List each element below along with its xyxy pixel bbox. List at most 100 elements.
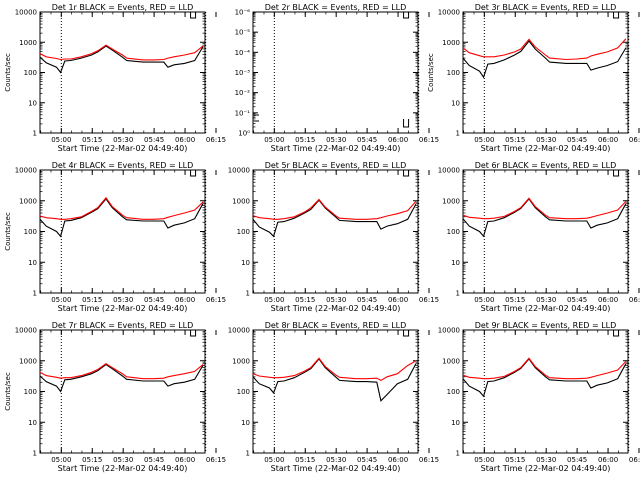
attenuator-state-mark — [613, 12, 620, 19]
attenuator-state-mark — [190, 12, 197, 19]
y-tick-label: 1000 — [19, 357, 37, 365]
y-tick-label: 10000 — [228, 327, 250, 335]
panel-det-3: Det 3r BLACK = Events, RED = LLD 1 10 100 10… — [427, 3, 640, 153]
y-tick-label: 100 — [237, 388, 250, 396]
x-tick-label: 06:00 — [598, 296, 618, 304]
y-tick-label: 1 — [33, 450, 37, 458]
y-tick-label: 100 — [447, 69, 460, 77]
y-tick-label: 1000 — [232, 357, 250, 365]
x-tick-label: 05:45 — [567, 456, 587, 464]
x-tick-label: 06:15 — [629, 136, 640, 144]
x-tick-label: 06:15 — [629, 296, 640, 304]
plot-frame — [252, 169, 419, 294]
y-tick-label: 1000 — [442, 39, 460, 47]
plot-frame — [462, 11, 629, 134]
panel-title: Det 8r BLACK = Events, RED = LLD — [265, 321, 407, 330]
series-line-lld — [462, 197, 627, 220]
x-axis-label: Start Time (22-Mar-02 04:49:40) — [481, 464, 611, 473]
x-tick-label: 05:30 — [536, 136, 556, 144]
panel-det-8: Det 8r BLACK = Events, RED = LLD 1 10 100 10… — [228, 321, 439, 473]
series-line-lld — [39, 196, 204, 220]
y-tick-label: 10 — [451, 259, 460, 267]
series-line-events — [462, 198, 627, 238]
y-tick-label: 100 — [447, 228, 460, 236]
series-line-events — [462, 358, 627, 398]
x-tick-label: 05:45 — [357, 296, 377, 304]
x-tick-label: 06:15 — [419, 296, 439, 304]
y-tick-label: 10 — [241, 419, 250, 427]
x-tick-label: 06:00 — [175, 456, 195, 464]
y-axis-label: Counts/sec — [4, 372, 12, 411]
y-tick-label: 100 — [237, 228, 250, 236]
y-tick-label: 1000 — [442, 197, 460, 205]
x-tick-label: 05:15 — [295, 456, 315, 464]
x-tick-label: 05:00 — [474, 136, 494, 144]
x-tick-label: 05:45 — [144, 456, 164, 464]
x-tick-label: 05:45 — [357, 456, 377, 464]
series-line-events — [252, 199, 417, 238]
x-tick-label: 05:45 — [567, 136, 587, 144]
x-tick-label: 05:15 — [505, 136, 525, 144]
x-tick-label: 05:15 — [505, 296, 525, 304]
y-tick-label: 1 — [246, 450, 250, 458]
y-tick-label: 1 — [456, 450, 460, 458]
x-tick-label: 05:00 — [51, 456, 71, 464]
series-line-lld — [462, 38, 627, 61]
y-tick-label: 10000 — [228, 167, 250, 175]
x-tick-label: 06:15 — [629, 456, 640, 464]
y-tick-label: 10⁻³ — [235, 69, 251, 77]
x-tick-label: 05:00 — [264, 136, 284, 144]
x-tick-label: 05:30 — [113, 296, 133, 304]
x-tick-label: 05:30 — [326, 136, 346, 144]
panel-det-5: Det 5r BLACK = Events, RED = LLD 1 10 100 10… — [228, 161, 439, 313]
y-axis-label: Counts/sec — [4, 212, 12, 251]
attenuator-state-mark — [403, 12, 410, 19]
attenuator-state-mark — [613, 170, 620, 177]
x-axis-label: Start Time (22-Mar-02 04:49:40) — [58, 464, 188, 473]
panel-title: Det 7r BLACK = Events, RED = LLD — [52, 321, 194, 330]
series-line-lld — [39, 44, 204, 61]
panel-title: Det 4r BLACK = Events, RED = LLD — [52, 161, 194, 170]
y-tick-label: 10⁰ — [238, 130, 250, 138]
x-axis-label: Start Time (22-Mar-02 04:49:40) — [271, 144, 401, 153]
y-tick-label: 10000 — [438, 167, 460, 175]
panel-det-7: Det 7r BLACK = Events, RED = LLD 1 10 100 10… — [4, 321, 226, 473]
plot-frame — [252, 11, 419, 134]
series-line-lld — [252, 198, 417, 220]
y-tick-label: 10000 — [15, 167, 37, 175]
y-tick-label: 10⁻⁵ — [235, 29, 251, 37]
x-tick-label: 05:00 — [264, 296, 284, 304]
x-axis-label: Start Time (22-Mar-02 04:49:40) — [58, 304, 188, 313]
x-tick-label: 05:30 — [113, 456, 133, 464]
x-tick-label: 06:00 — [175, 296, 195, 304]
panel-title: Det 2r BLACK = Events, RED = LLD — [265, 3, 407, 12]
y-tick-label: 10 — [451, 419, 460, 427]
y-tick-label: 10 — [241, 259, 250, 267]
series-line-events — [39, 45, 204, 74]
x-tick-label: 05:15 — [295, 296, 315, 304]
x-tick-label: 05:30 — [536, 296, 556, 304]
x-axis-label: Start Time (22-Mar-02 04:49:40) — [481, 304, 611, 313]
y-tick-label: 10000 — [438, 327, 460, 335]
series-line-lld — [462, 357, 627, 380]
x-axis-label: Start Time (22-Mar-02 04:49:40) — [58, 144, 188, 153]
x-tick-label: 05:30 — [536, 456, 556, 464]
x-tick-label: 06:00 — [598, 456, 618, 464]
y-tick-label: 1 — [456, 290, 460, 298]
x-tick-label: 05:00 — [264, 456, 284, 464]
panel-det-6: Det 6r BLACK = Events, RED = LLD 1 10 100 10… — [438, 161, 640, 313]
x-tick-label: 06:15 — [206, 456, 226, 464]
x-tick-label: 05:45 — [567, 296, 587, 304]
x-tick-label: 05:30 — [113, 136, 133, 144]
x-tick-label: 06:00 — [598, 136, 618, 144]
series-line-events — [39, 198, 204, 238]
y-axis-label: Counts/sec — [4, 53, 12, 92]
y-tick-label: 10⁻¹ — [235, 109, 251, 117]
panel-title: Det 5r BLACK = Events, RED = LLD — [265, 161, 407, 170]
x-tick-label: 05:15 — [82, 136, 102, 144]
panel-title: Det 9r BLACK = Events, RED = LLD — [475, 321, 617, 330]
series-line-lld — [39, 363, 204, 380]
y-tick-label: 1 — [246, 290, 250, 298]
panel-title: Det 1r BLACK = Events, RED = LLD — [52, 3, 194, 12]
series-line-events — [252, 358, 417, 402]
